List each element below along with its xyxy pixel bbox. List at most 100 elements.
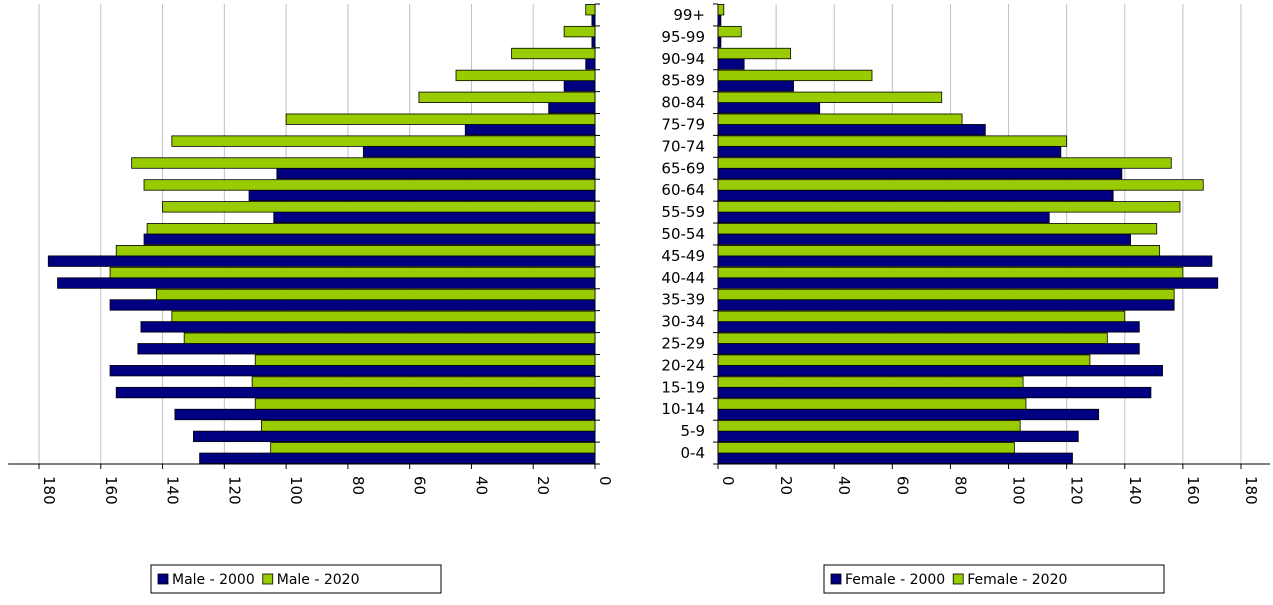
female-bar-2000 [717, 102, 821, 114]
male-x-tick-label: 80 [349, 476, 367, 495]
male-bar-2000 [109, 299, 596, 311]
male-bar-2000 [174, 408, 596, 421]
age-group-label: 45-49 [661, 247, 705, 265]
female-bar-2000 [717, 233, 1131, 245]
male-bar-2020 [563, 25, 596, 38]
male-bar-2020 [171, 310, 596, 323]
female-bar-2000 [717, 58, 745, 70]
female-bar-2020 [717, 266, 1184, 279]
age-group-label: 90-94 [661, 50, 705, 68]
male-x-tick-label: 160 [102, 476, 120, 505]
female-bar-2000 [717, 189, 1114, 202]
male-bar-2020 [171, 135, 596, 147]
male-bar-2000 [464, 124, 596, 136]
male-bar-2020 [146, 223, 596, 235]
female-bar-2020 [717, 179, 1204, 191]
age-group-label: 99+ [673, 6, 705, 24]
female-x-tick-label: 20 [777, 476, 795, 495]
female-bar-2000 [717, 430, 1079, 443]
male-bar-2020 [143, 179, 596, 191]
male-bar-2000 [585, 58, 596, 70]
male-bar-2000 [137, 343, 596, 355]
female-bar-2000 [717, 36, 722, 48]
age-group-label: 30-34 [661, 313, 705, 331]
female-legend: Female - 2000 Female - 2020 [823, 564, 1165, 594]
male-bar-2000 [276, 167, 596, 180]
male-bar-2000 [109, 365, 596, 377]
male-bar-2020 [115, 245, 596, 257]
male-bar-2000 [362, 145, 596, 158]
male-bar-2020 [183, 332, 596, 344]
age-group-label: 5-9 [681, 422, 706, 440]
female-bar-2000 [717, 386, 1152, 399]
age-group-label: 50-54 [661, 225, 705, 243]
female-bar-2000 [717, 408, 1100, 421]
female-bar-2000 [717, 321, 1140, 333]
male-bar-2020 [254, 398, 596, 410]
male-bar-2000 [57, 277, 596, 289]
male-bar-2000 [591, 36, 596, 48]
male-legend-box [150, 564, 442, 594]
female-bar-2020 [717, 332, 1108, 344]
female-bar-2020 [717, 135, 1068, 147]
female-chart-panel: 0 20 40 60 80 100 120 140 160 180 [713, 3, 1271, 505]
female-bar-2020 [717, 288, 1175, 301]
female-bar-2000 [717, 211, 1050, 223]
male-bar-2020 [155, 288, 596, 301]
male-x-tick-label: 140 [164, 476, 182, 505]
female-x-tick-label: 60 [893, 476, 911, 495]
female-bar-2000 [717, 80, 794, 92]
male-bar-2000 [193, 430, 596, 443]
age-group-label: 40-44 [661, 269, 705, 287]
male-bar-2020 [585, 4, 596, 16]
male-legend-label: Male - 2000 [172, 572, 255, 588]
female-x-tick-label: 40 [835, 476, 853, 495]
age-group-label: 15-19 [661, 378, 705, 396]
female-bar-2020 [717, 398, 1027, 410]
male-legend-swatch [157, 573, 169, 585]
age-group-label: 55-59 [661, 203, 705, 221]
female-legend-box [823, 564, 1165, 594]
male-bar-2020 [260, 420, 596, 432]
female-bar-2020 [717, 25, 742, 38]
female-bar-2020 [717, 223, 1158, 235]
male-x-tick-label: 120 [225, 476, 243, 505]
male-x-tick-label: 60 [411, 476, 429, 495]
female-legend-swatch [952, 573, 964, 585]
age-group-label: 10-14 [661, 400, 705, 418]
age-group-label: 0-4 [681, 444, 706, 462]
age-group-label: 60-64 [661, 181, 705, 199]
female-bar-2020 [717, 47, 792, 60]
female-bar-2020 [717, 376, 1024, 388]
female-x-tick-label: 180 [1242, 476, 1260, 505]
female-x-tick-label: 160 [1184, 476, 1202, 505]
male-bar-2020 [131, 157, 596, 169]
female-x-tick-label: 80 [951, 476, 969, 495]
female-bar-2020 [717, 4, 725, 16]
male-bar-2000 [563, 80, 596, 92]
female-bar-2000 [717, 277, 1219, 289]
age-group-label: 35-39 [661, 291, 705, 309]
male-x-tick-label: 100 [287, 476, 305, 505]
male-legend-label: Male - 2020 [277, 572, 360, 588]
female-bar-2020 [717, 354, 1091, 366]
female-x-tick-label: 120 [1068, 476, 1086, 505]
male-bar-2000 [115, 386, 596, 399]
male-bar-2000 [47, 255, 596, 267]
age-group-label: 25-29 [661, 335, 705, 353]
age-group-label: 80-84 [661, 94, 705, 112]
female-x-tick-label: 100 [1010, 476, 1028, 505]
male-legend: Male - 2000 Male - 2020 [150, 564, 442, 594]
female-bar-2020 [717, 442, 1015, 454]
male-bar-2020 [251, 376, 596, 388]
age-group-labels: 0-4 5-9 10-14 15-19 20-24 25-29 30-34 35-39 40-4… [661, 6, 705, 462]
male-bar-2000 [273, 211, 596, 223]
legends: Male - 2000 Male - 2020 Female - 2000 Femal… [150, 564, 1165, 594]
female-bar-2000 [717, 124, 986, 136]
female-bar-2020 [717, 69, 873, 82]
female-x-tick-label: 0 [719, 476, 737, 486]
male-bar-2000 [591, 14, 596, 26]
female-x-tick-label: 140 [1126, 476, 1144, 505]
female-bar-2000 [717, 343, 1140, 355]
